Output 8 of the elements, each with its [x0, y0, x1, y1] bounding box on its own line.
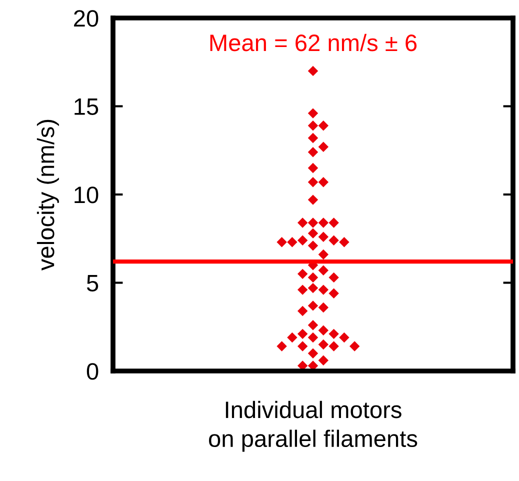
y-axis-title: velocity (nm/s)	[36, 120, 59, 271]
y-tick-label: 15	[74, 98, 98, 116]
y-tick-label: 20	[74, 10, 98, 27]
y-tick-label: 5	[86, 275, 98, 292]
y-tick-label: 10	[74, 186, 98, 204]
annotation: Mean = 62 nm/s ± 6	[210, 34, 417, 52]
x-axis-title: Individual motors on parallel filaments	[209, 400, 418, 452]
y-tick-label: 0	[86, 363, 98, 380]
